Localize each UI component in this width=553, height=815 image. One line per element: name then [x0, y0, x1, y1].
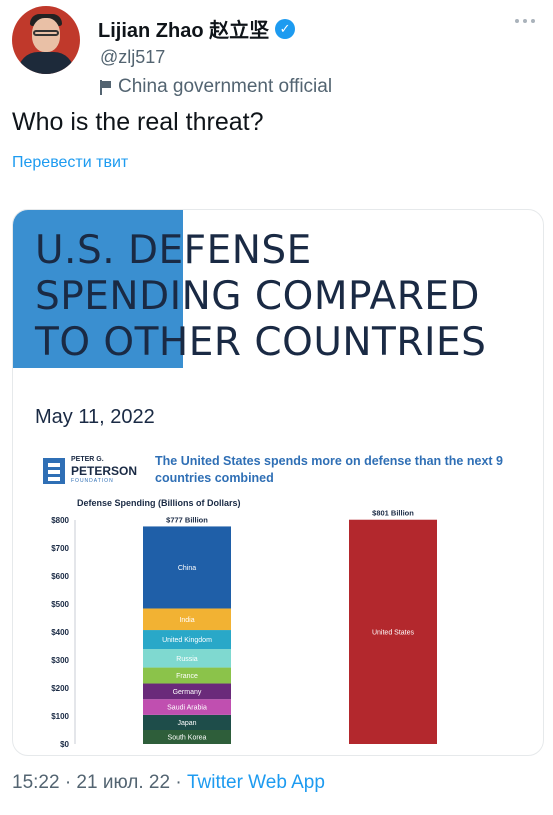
avatar-glasses — [33, 30, 59, 36]
image-date: May 11, 2022 — [35, 406, 155, 428]
bar-segment-label: South Korea — [168, 735, 207, 742]
bar-segment — [143, 526, 231, 609]
headline-line-1: U.S. DEFENSE — [35, 228, 312, 273]
chart-y-axis-title: Defense Spending (Billions of Dollars) — [77, 498, 241, 508]
bar-segment — [143, 667, 231, 684]
bar-segment-label: India — [179, 617, 194, 624]
headline-line-3: TO OTHER COUNTRIES — [35, 320, 487, 365]
bar-segment — [143, 699, 231, 715]
bar-segment — [143, 714, 231, 730]
headline-accent-block — [13, 210, 183, 368]
bar-total-label: $801 Billion — [372, 510, 414, 518]
peterson-foundation-logo: PETER G. PETERSON FOUNDATION — [43, 454, 143, 490]
bar-segment-label: United Kingdom — [162, 637, 212, 644]
logo-line-2: PETERSON — [71, 464, 138, 478]
bar-segment-label: France — [176, 673, 198, 680]
y-tick-label: $600 — [51, 572, 69, 581]
flag-icon — [100, 79, 112, 95]
more-options-icon[interactable] — [515, 16, 539, 26]
bar-total-label: $777 Billion — [166, 515, 208, 524]
avatar-suit — [18, 52, 74, 74]
government-label-text: China government official — [118, 76, 333, 97]
bar-segment-label: China — [178, 565, 196, 572]
tweet-image[interactable]: U.S. DEFENSE SPENDING COMPARED TO OTHER … — [12, 209, 544, 756]
bar-segment — [143, 730, 231, 744]
bar-segment-label: Japan — [177, 720, 196, 727]
bar-segment-label: Russia — [176, 656, 198, 663]
translate-tweet-link[interactable]: Перевести твит — [12, 154, 129, 171]
bar-segment — [143, 649, 231, 668]
y-tick-label: $500 — [51, 600, 69, 609]
bar-segment-label: Saudi Arabia — [167, 705, 207, 712]
bar-segment-label: United States — [372, 629, 415, 636]
y-tick-label: $800 — [51, 516, 69, 525]
verified-badge-icon: ✓ — [275, 18, 296, 39]
headline-line-2: SPENDING COMPARED — [35, 274, 480, 319]
tweet-timestamp[interactable]: 15:22 · 21 июл. 22 · — [12, 772, 187, 793]
bar-segment — [143, 683, 231, 700]
image-headline: U.S. DEFENSE SPENDING COMPARED TO OTHER … — [35, 228, 486, 366]
y-tick-label: $200 — [51, 684, 69, 693]
logo-line-3: FOUNDATION — [71, 478, 114, 484]
y-tick-label: $100 — [51, 712, 69, 721]
user-handle[interactable]: @zlj517 — [100, 47, 166, 67]
y-tick-label: $300 — [51, 656, 69, 665]
defense-spending-chart: $0 $100 $200 $300 $400 $500 $600 $700 $800 South … — [51, 510, 437, 749]
bar-segment — [143, 630, 231, 650]
bar-segment — [349, 519, 437, 744]
logo-mark-icon — [43, 458, 65, 484]
y-tick-label: $700 — [51, 544, 69, 553]
user-name[interactable]: Lijian Zhao 赵立坚 — [98, 20, 270, 42]
government-label[interactable]: China government official — [100, 76, 332, 98]
y-tick-label: $0 — [60, 740, 69, 749]
tweet-text: Who is the real threat? — [12, 108, 264, 136]
tweet-footer: 15:22 · 21 июл. 22 · Twitter Web App — [12, 772, 325, 794]
y-tick-label: $400 — [51, 628, 69, 637]
bar-segment-label: Germany — [173, 689, 202, 696]
logo-line-1: PETER G. — [71, 456, 104, 463]
user-name-row[interactable]: Lijian Zhao 赵立坚 ✓ — [98, 14, 296, 43]
chart-caption: The United States spends more on defense… — [155, 454, 503, 485]
bar-segment — [143, 608, 231, 631]
tweet-source-app[interactable]: Twitter Web App — [186, 772, 325, 793]
avatar[interactable] — [12, 6, 80, 74]
